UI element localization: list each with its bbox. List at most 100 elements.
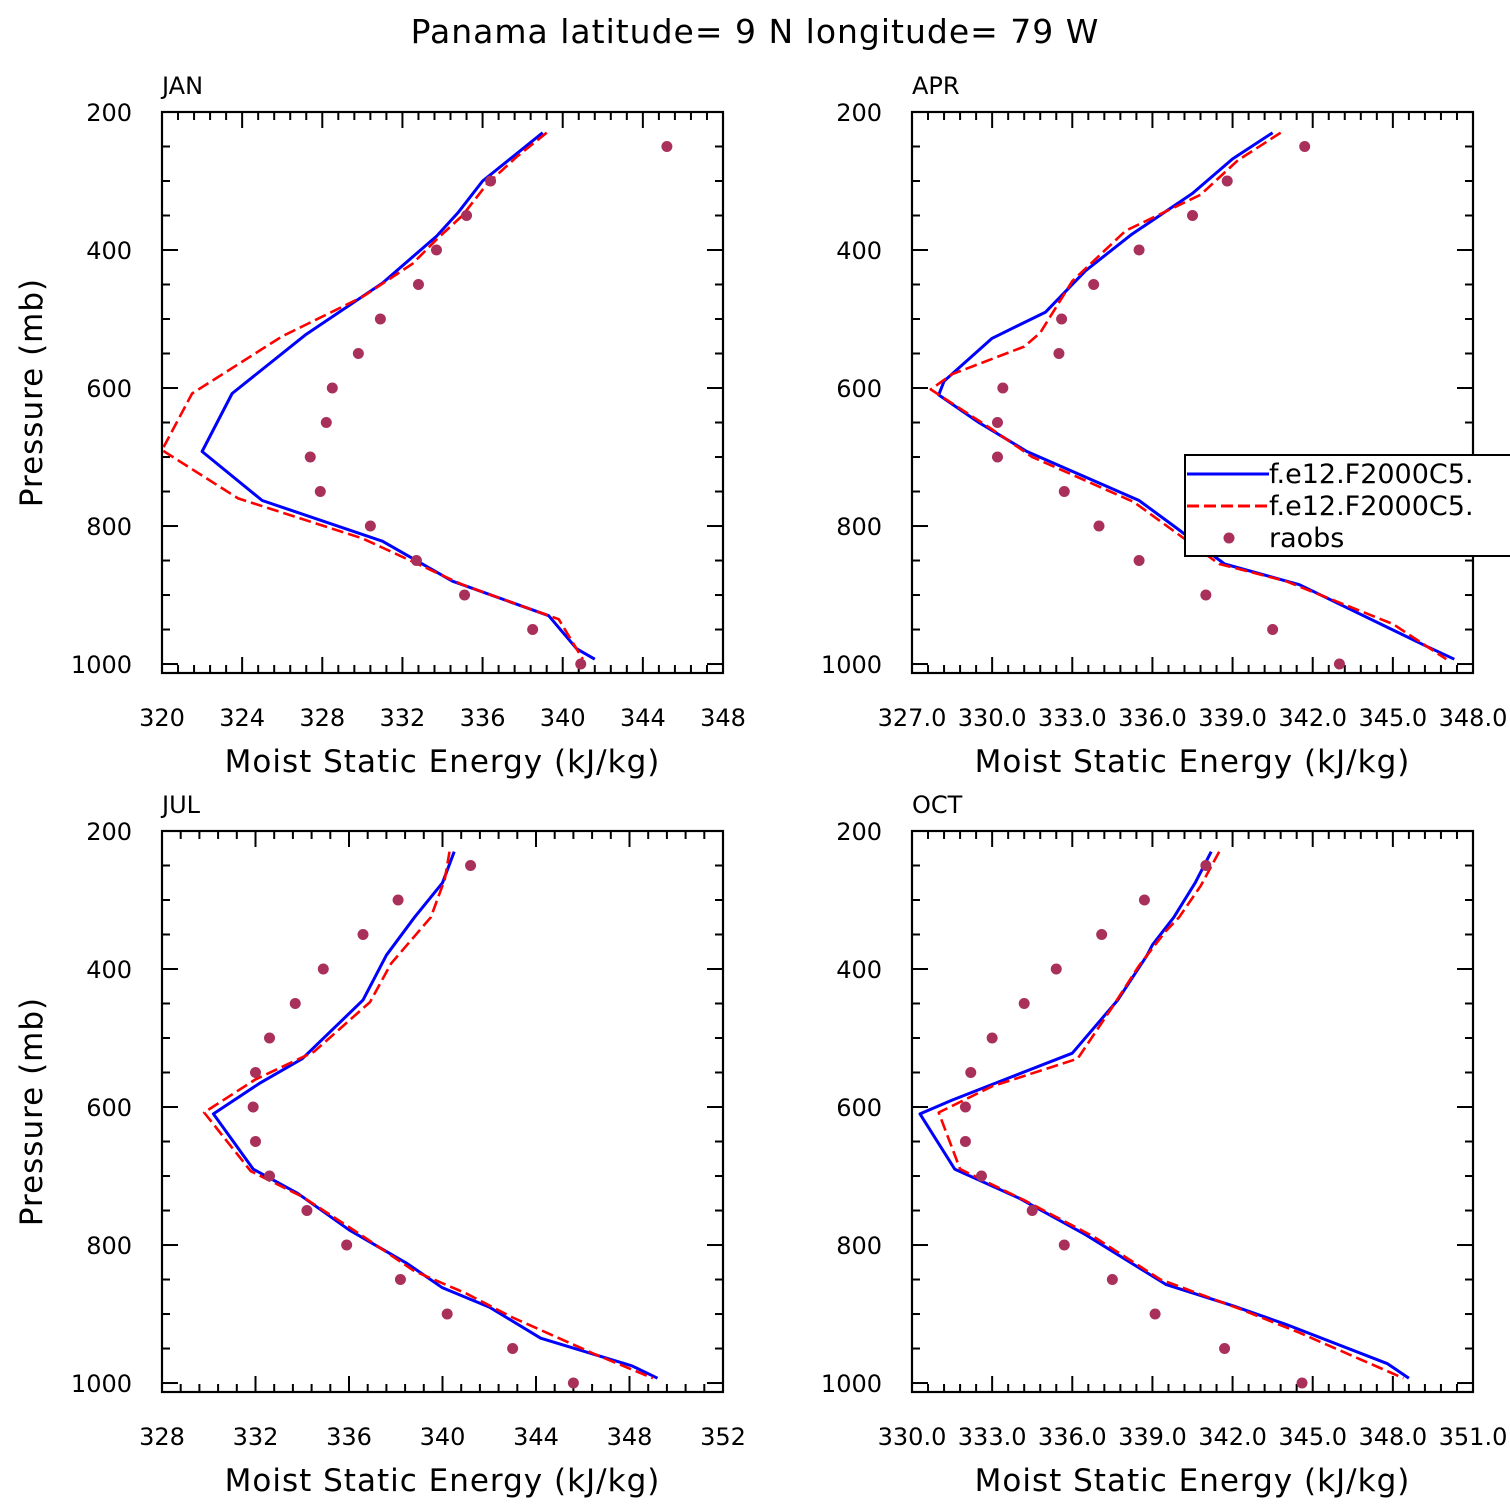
plot-area — [918, 851, 1410, 1389]
plot-frame — [910, 110, 1475, 675]
y-tick-label: 600 — [836, 1094, 882, 1122]
x-tick-label: 348.0 — [1358, 1423, 1427, 1451]
x-tick-label: 342.0 — [1278, 704, 1347, 732]
x-axis-title: Moist Static Energy (kJ/kg) — [975, 744, 1411, 780]
plot-area — [202, 851, 659, 1389]
raobs-point — [410, 555, 422, 567]
raobs-point — [1149, 1308, 1161, 1320]
raobs-point — [1221, 175, 1233, 187]
legend-label: f.e12.F2000C5. — [1269, 491, 1474, 522]
plot-area — [929, 131, 1455, 670]
y-tick-label: 800 — [86, 513, 132, 541]
raobs-point — [1267, 624, 1279, 636]
raobs-point — [304, 451, 316, 463]
raobs-point — [1200, 589, 1212, 601]
raobs-point — [430, 244, 442, 256]
y-axis-title: Pressure (mb) — [14, 278, 50, 507]
raobs-point — [975, 1170, 987, 1182]
raobs-point — [465, 860, 477, 872]
plot-frame — [160, 110, 725, 675]
series-line-dashed — [937, 851, 1405, 1380]
raobs-point — [959, 1136, 971, 1148]
y-tick-label: 400 — [86, 956, 132, 984]
raobs-point — [461, 210, 473, 222]
plot-area — [162, 131, 673, 670]
page-title: Panama latitude= 9 N longitude= 79 W — [410, 12, 1100, 51]
x-tick-label: 339.0 — [1198, 704, 1267, 732]
panel-oct: 200 400 600 800 1000 330.0 333.0 336.0 339.0 342.… — [821, 791, 1507, 1499]
raobs-point — [1333, 658, 1345, 670]
x-tick-label: 352 — [700, 1423, 746, 1451]
series-line-solid — [211, 851, 659, 1380]
raobs-point — [1053, 348, 1065, 360]
raobs-point — [1187, 210, 1198, 222]
raobs-point — [991, 417, 1003, 429]
y-tick-label: 1000 — [71, 1370, 132, 1398]
raobs-point — [1296, 1377, 1308, 1389]
y-tick-label: 400 — [836, 956, 882, 984]
raobs-point — [507, 1343, 519, 1355]
x-tick-label: 348 — [607, 1423, 653, 1451]
y-tick-label: 600 — [86, 375, 132, 403]
y-tick-label: 800 — [836, 1232, 882, 1260]
raobs-point — [965, 1067, 977, 1079]
x-tick-label: 336.0 — [1118, 704, 1187, 732]
raobs-point — [352, 348, 364, 360]
x-tick-label: 336 — [460, 704, 506, 732]
y-tick-label: 200 — [836, 818, 882, 846]
raobs-point — [1096, 929, 1108, 941]
raobs-point — [1219, 1343, 1231, 1355]
raobs-point — [1093, 520, 1105, 532]
x-tick-label: 320 — [139, 704, 185, 732]
y-tick-label: 200 — [836, 99, 882, 127]
raobs-point — [1058, 486, 1070, 498]
x-tick-label: 328 — [299, 704, 345, 732]
raobs-point — [527, 624, 539, 636]
x-tick-label: 342.0 — [1198, 1423, 1267, 1451]
x-tick-label: 328 — [139, 1423, 185, 1451]
series-line-dashed — [162, 131, 584, 660]
raobs-point — [394, 1274, 406, 1286]
x-tick-label: 336.0 — [1038, 1423, 1107, 1451]
x-tick-label: 327.0 — [878, 704, 947, 732]
panel-label: OCT — [912, 791, 963, 819]
raobs-point — [1018, 998, 1030, 1010]
panel-apr: 200 400 600 800 1000 327.0 330.0 333.0 336.0 339.… — [821, 72, 1507, 780]
raobs-point — [991, 451, 1003, 463]
raobs-point — [250, 1136, 261, 1148]
series-line-dashed — [202, 851, 654, 1380]
raobs-point — [320, 417, 332, 429]
raobs-point — [997, 382, 1009, 394]
raobs-point — [247, 1101, 259, 1113]
x-tick-label: 332 — [380, 704, 426, 732]
raobs-point — [1056, 313, 1068, 325]
y-tick-label: 200 — [86, 99, 132, 127]
y-tick-label: 800 — [86, 1232, 132, 1260]
plot-frame — [160, 829, 725, 1394]
raobs-point — [301, 1205, 313, 1217]
raobs-point — [1133, 555, 1145, 567]
series-line-solid — [937, 131, 1455, 661]
raobs-point — [289, 998, 301, 1010]
raobs-point — [374, 313, 386, 325]
x-tick-label: 336 — [326, 1423, 372, 1451]
raobs-point — [1200, 860, 1212, 872]
legend-marker — [1223, 532, 1235, 544]
raobs-point — [326, 382, 338, 394]
x-tick-label: 339.0 — [1118, 1423, 1187, 1451]
raobs-point — [357, 929, 369, 941]
x-tick-label: 332 — [233, 1423, 279, 1451]
raobs-point — [1026, 1205, 1038, 1217]
x-tick-label: 324 — [219, 704, 265, 732]
x-tick-label: 351.0 — [1439, 1423, 1508, 1451]
y-tick-label: 1000 — [821, 651, 882, 679]
x-tick-label: 344 — [513, 1423, 559, 1451]
x-tick-label: 330.0 — [958, 704, 1027, 732]
x-tick-label: 345.0 — [1278, 1423, 1347, 1451]
x-tick-label: 340 — [540, 704, 586, 732]
x-axis-title: Moist Static Energy (kJ/kg) — [225, 744, 661, 780]
raobs-point — [1106, 1274, 1118, 1286]
raobs-point — [314, 486, 326, 498]
